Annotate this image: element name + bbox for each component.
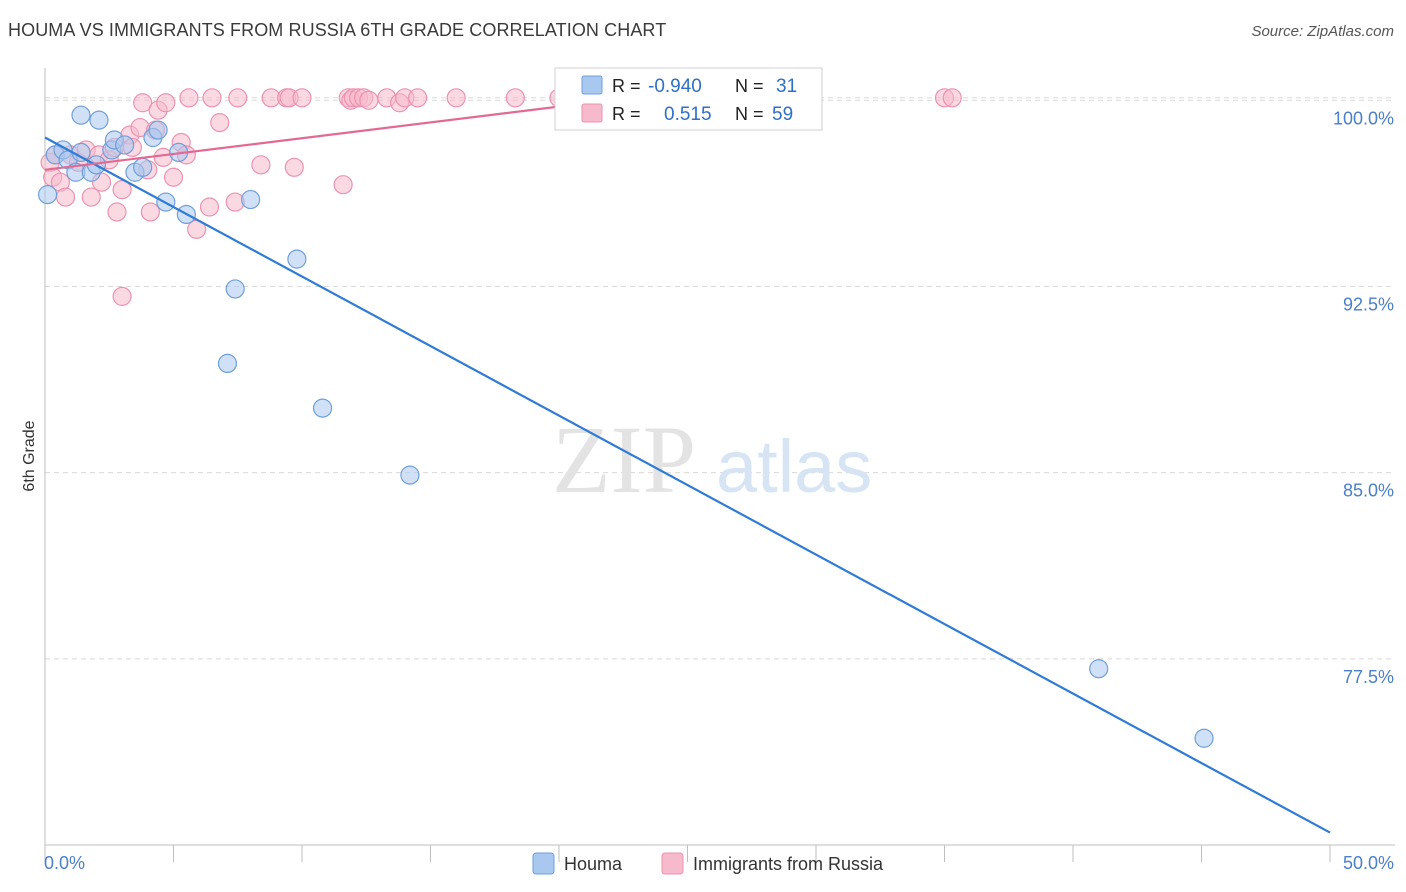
russia-point [179,88,199,108]
russia-point [333,175,353,195]
legend-box: R = -0.940 N = 31 R = 0.515 N = 59 [554,67,823,131]
y-tick-labels: 77.5% 85.0% 92.5% 100.0% [1333,108,1394,687]
y-axis-label: 6th Grade [21,420,38,491]
bottom-legend-russia-swatch [661,852,684,875]
russia-point [140,202,160,222]
russia-point [359,90,379,110]
legend-houma-n-value: 31 [776,76,797,97]
legend-houma-r-value: -0.940 [648,76,702,97]
russia-point [210,113,230,133]
russia-point [112,180,132,200]
legend-houma-n-label: N = [735,76,764,96]
russia-point [408,88,428,108]
houma-point [148,120,168,140]
y-tick-label: 77.5% [1343,667,1394,687]
russia-point [202,88,222,108]
bottom-legend-russia-label: Immigrants from Russia [693,854,884,874]
houma-point [217,353,238,374]
russia-point [133,93,153,113]
russia-point [107,202,127,222]
houma-point [1194,728,1214,748]
russia-point [81,187,101,207]
houma-point [37,185,58,205]
x-tick-label-min: 0.0% [44,853,85,873]
houma-trend-line [44,136,1331,834]
russia-point [942,88,962,108]
russia-point [251,155,271,175]
y-tick-label: 100.0% [1333,108,1394,128]
russia-point [292,88,312,108]
y-tick-label: 92.5% [1343,294,1394,314]
legend-houma-swatch [581,75,603,95]
russia-point [55,187,76,207]
russia-point [156,93,176,113]
bottom-legend: Houma Immigrants from Russia [532,852,884,875]
russia-point [284,157,304,177]
series-russia-points [40,88,962,306]
legend-russia-r-label: R = [612,104,641,124]
russia-point [112,286,132,306]
russia-point [505,88,525,108]
watermark-zip: ZIP [552,406,696,513]
y-tick-label: 85.0% [1343,481,1394,501]
russia-trend-line [44,99,611,171]
russia-point [228,88,248,108]
houma-point [400,465,420,485]
houma-point [312,398,333,418]
houma-point [115,135,135,155]
russia-point [163,167,184,187]
legend-russia-r-value: 0.515 [664,104,712,125]
legend-russia-n-value: 59 [772,104,793,125]
x-tick-label-max: 50.0% [1343,853,1394,873]
trend-lines [44,99,1331,834]
watermark-atlas: atlas [716,425,872,508]
chart-title: HOUMA VS IMMIGRANTS FROM RUSSIA 6TH GRAD… [8,20,667,40]
russia-point [199,197,220,217]
houma-point [1089,659,1109,679]
grid-lines [45,97,1395,660]
houma-point [225,279,245,299]
russia-point [446,88,466,108]
houma-point [133,157,153,177]
bottom-legend-houma-label: Houma [564,854,623,874]
houma-point [71,105,91,125]
houma-point [89,110,109,130]
source-label: Source: ZipAtlas.com [1251,23,1394,40]
legend-houma-r-label: R = [612,76,641,96]
watermark: ZIP atlas [552,406,872,513]
legend-russia-swatch [581,103,603,123]
houma-point [241,189,261,210]
houma-point [287,249,307,269]
legend-russia-n-label: N = [735,104,764,124]
bottom-legend-houma-swatch [532,852,555,875]
